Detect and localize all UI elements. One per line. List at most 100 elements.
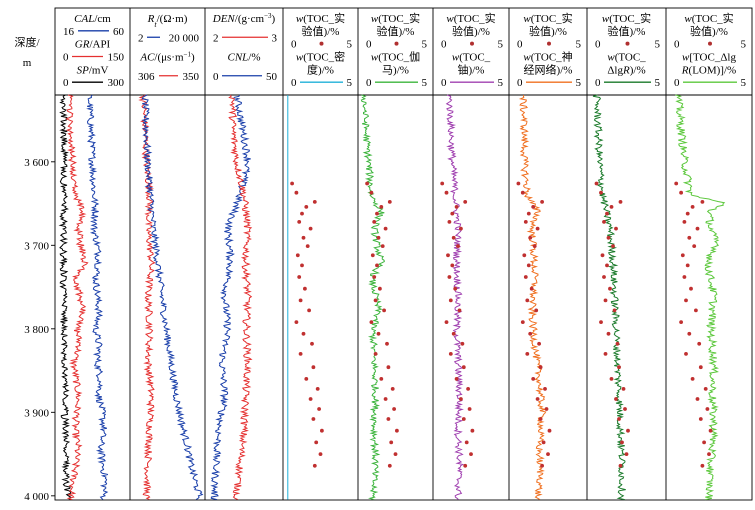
toc-measured-point	[294, 190, 299, 195]
toc-measured-point	[516, 181, 521, 186]
header-label-part: w	[296, 52, 304, 64]
toc-measured-point	[547, 428, 552, 433]
toc-measured-point	[386, 417, 391, 421]
toc-measured-point	[695, 397, 700, 401]
toc-measured-point	[698, 417, 703, 421]
toc-measured-point	[537, 341, 541, 346]
scale-max-label: 5	[576, 77, 582, 89]
scale-max-label: 5	[741, 39, 747, 51]
scale-max-label: 20 000	[169, 32, 200, 44]
header-label-part: GR	[75, 39, 90, 51]
toc-measured-point	[447, 220, 452, 224]
toc-measured-point	[708, 428, 713, 433]
toc-measured-point	[448, 352, 453, 356]
toc-measured-point	[457, 308, 462, 313]
header-label-part: (TOC_密	[303, 50, 345, 64]
toc-measured-point	[370, 253, 375, 258]
toc-measured-point	[523, 275, 528, 279]
toc-measured-point	[295, 253, 300, 258]
header-label-part: CAL	[74, 13, 94, 25]
toc-measured-point	[602, 275, 606, 279]
dot-legend-marker	[625, 41, 630, 46]
header-label-part: )/%	[630, 64, 646, 76]
header-label-part: w	[523, 52, 531, 64]
header-label: 经网络)/%	[524, 62, 573, 76]
curve-CAL	[86, 94, 109, 500]
header-label-part: w	[446, 13, 454, 25]
toc-measured-point	[320, 428, 324, 433]
toc-measured-point	[456, 244, 460, 249]
toc-measured-point	[694, 308, 698, 313]
toc-measured-point	[464, 440, 469, 445]
scale-max-label: 5	[498, 77, 504, 89]
toc-measured-point	[692, 244, 697, 249]
dot-legend-marker	[547, 41, 551, 46]
scale-min-label: 0	[595, 39, 601, 51]
toc-measured-point	[365, 181, 369, 186]
depth-label: 深度/	[14, 35, 40, 49]
toc-measured-point	[600, 253, 605, 258]
header-label-part: (TOC_伽	[378, 50, 420, 64]
scale-min-label: 0	[517, 77, 523, 89]
header-label: 铀)/%	[458, 62, 485, 76]
scale-max-label: 5	[741, 77, 747, 89]
toc-measured-point	[461, 365, 466, 370]
toc-measured-point	[372, 275, 377, 279]
curve-SP	[58, 94, 72, 500]
scale-min-label: 306	[138, 71, 155, 83]
toc-measured-point	[314, 440, 319, 445]
header-label-part: )	[191, 52, 195, 64]
toc-measured-point	[700, 463, 705, 468]
toc-measured-point	[446, 253, 450, 258]
toc-measured-point	[450, 263, 455, 268]
toc-measured-point	[298, 298, 303, 303]
scale-min-label: 0	[441, 77, 447, 89]
header-label-part: (TOC_实	[609, 11, 651, 25]
scale-max-label: 350	[183, 71, 200, 83]
header-label-part: /(Ω·m)	[157, 13, 188, 25]
scale-min-label: 0	[63, 52, 69, 64]
header-label: 验值)/%	[377, 24, 415, 38]
toc-measured-point	[470, 428, 475, 433]
scale-min-label: 16	[63, 26, 75, 38]
header-label-part: 铀)/%	[458, 62, 485, 76]
header-label-part: /(μs·m	[154, 52, 184, 64]
scale-min-label: 0	[366, 77, 372, 89]
toc-measured-point	[698, 365, 703, 370]
toc-measured-point	[444, 190, 449, 195]
toc-measured-point	[680, 253, 685, 258]
dot-legend-marker	[319, 41, 324, 46]
toc-measured-point	[618, 200, 623, 204]
curve-GR	[65, 94, 89, 501]
dot-legend-marker	[708, 41, 712, 46]
header-label: CAL/cm	[74, 13, 111, 25]
header-label-part: /%	[248, 52, 260, 64]
header-label-part: [TOC_Δlg	[689, 52, 736, 64]
header-label: 验值)/%	[608, 24, 646, 38]
scale-min-label: 0	[674, 39, 680, 51]
toc-measured-point	[594, 181, 599, 186]
header-label: Rt/(Ω·m)	[147, 13, 188, 29]
curve-CNL	[210, 94, 251, 501]
header-label: w(TOC_实	[602, 11, 651, 25]
header-label: w(TOC_	[452, 52, 491, 64]
header-label-part: 验值)/%	[302, 24, 340, 38]
toc-measured-point	[605, 263, 609, 268]
scale-max-label: 5	[347, 77, 353, 89]
toc-measured-point	[705, 407, 710, 411]
header-label: 验值)/%	[529, 24, 567, 38]
scale-max-label: 5	[422, 39, 428, 51]
toc-measured-point	[603, 298, 608, 303]
header-label-part: w	[684, 13, 692, 25]
header-label: AC/(μs·m−1)	[139, 51, 195, 64]
toc-measured-point	[461, 417, 466, 421]
toc-measured-point	[387, 200, 392, 204]
toc-measured-point	[372, 220, 377, 224]
header-label-part: /(g·cm	[235, 13, 265, 25]
toc-measured-point	[300, 263, 304, 268]
toc-measured-point	[703, 387, 708, 391]
toc-measured-point	[603, 352, 608, 356]
header-label-part: /mV	[89, 64, 109, 76]
curve-TOC_神经网络	[518, 94, 547, 501]
header-label: w(TOC_实	[446, 11, 495, 25]
